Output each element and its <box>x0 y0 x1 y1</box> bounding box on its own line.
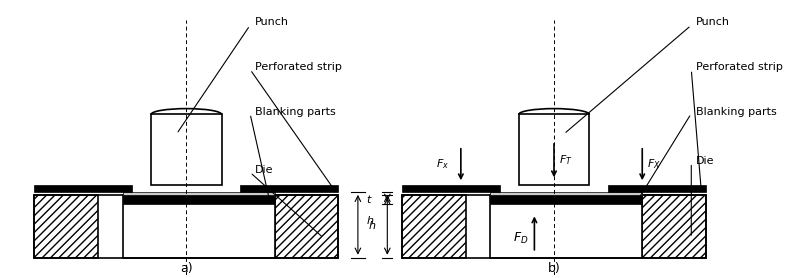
Bar <box>490 195 642 204</box>
Bar <box>240 185 338 192</box>
Text: $F_x$: $F_x$ <box>436 158 450 172</box>
Text: Perforated strip: Perforated strip <box>255 63 342 73</box>
Bar <box>642 195 706 258</box>
Text: $h$: $h$ <box>366 214 374 226</box>
Bar <box>402 195 466 258</box>
Bar <box>608 185 706 192</box>
Text: $F_D$: $F_D$ <box>513 230 528 245</box>
Text: Blanking parts: Blanking parts <box>696 106 777 116</box>
Bar <box>402 185 500 192</box>
Bar <box>34 185 132 192</box>
Bar <box>402 195 706 258</box>
Text: $F_T$: $F_T$ <box>559 154 573 167</box>
Text: Die: Die <box>255 165 274 175</box>
Text: Punch: Punch <box>255 17 289 27</box>
Bar <box>122 195 274 258</box>
Text: Blanking parts: Blanking parts <box>255 106 336 116</box>
FancyBboxPatch shape <box>151 115 222 185</box>
Text: $t$: $t$ <box>366 193 373 205</box>
Text: Die: Die <box>696 156 714 166</box>
Text: Perforated strip: Perforated strip <box>696 63 783 73</box>
Text: $h$: $h$ <box>368 219 376 231</box>
Text: Punch: Punch <box>696 17 730 27</box>
Text: a): a) <box>180 262 193 275</box>
Text: $F_X$: $F_X$ <box>647 158 661 172</box>
Bar <box>34 195 338 258</box>
Bar <box>122 192 274 195</box>
Bar <box>122 195 274 204</box>
Bar <box>34 195 98 258</box>
Bar <box>490 195 642 258</box>
Text: b): b) <box>548 262 560 275</box>
Bar <box>490 192 642 195</box>
Bar <box>274 195 338 258</box>
Bar <box>518 115 590 185</box>
